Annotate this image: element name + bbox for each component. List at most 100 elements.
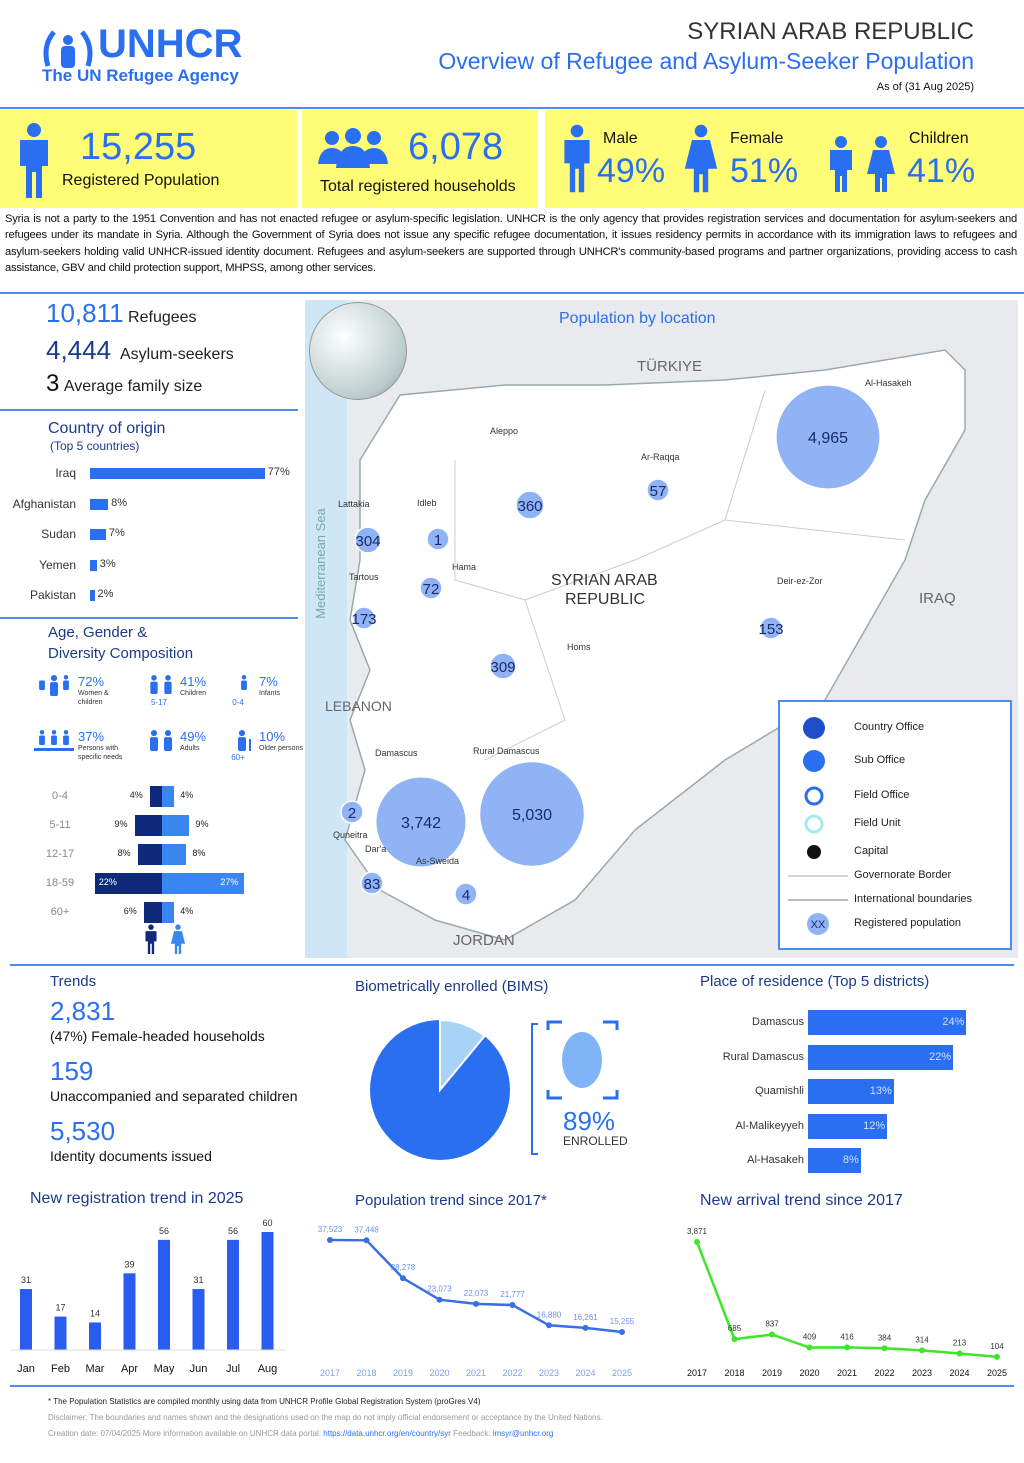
agd-stat-label: Adults [180, 745, 200, 752]
population-line [329, 1238, 623, 1334]
bar-value: 39 [124, 1259, 134, 1269]
agd-stat-value: 49% [180, 729, 207, 744]
male-label: Male [603, 130, 638, 147]
arrival-year-label: 2024 [949, 1368, 969, 1378]
agd-stat-label: Infants [259, 690, 281, 697]
feedback-label: Feedback: [453, 1429, 491, 1438]
bubble-value: 153 [758, 621, 783, 638]
arrival-point [694, 1239, 700, 1245]
district-label: Rural Damascus [722, 1050, 804, 1063]
month-label: Apr [121, 1363, 138, 1375]
district-label: Al-Hasakeh [747, 1154, 804, 1166]
origin-bar-label: 7% [108, 527, 125, 539]
registration-bar [54, 1316, 67, 1350]
month-label: Jan [17, 1363, 35, 1375]
bar-value: 14 [90, 1308, 100, 1318]
legend-label: Sub Office [854, 754, 906, 766]
female-bar [162, 786, 175, 807]
population-point [473, 1300, 479, 1307]
registration-bar [227, 1239, 239, 1350]
population-bubble[interactable] [426, 527, 450, 551]
map-canvas: 4,965 Al-Hasakeh 360 Aleppo 57 Ar-Raqqa 1 Idleb… [305, 300, 966, 958]
female-bar [162, 844, 187, 865]
month-label: Feb [51, 1363, 70, 1375]
data-portal-link[interactable]: https://data.unhcr.org/en/country/syr [323, 1429, 451, 1438]
bubble-value: 72 [423, 581, 440, 598]
district-pct: 24% [942, 1016, 965, 1028]
governorate-borders [454, 389, 906, 761]
agd-title-2: Diversity Composition [48, 645, 194, 662]
label-iraq: IRAQ [919, 590, 956, 607]
legend-label: International boundaries [854, 893, 973, 905]
location-label: Rural Damascus [473, 746, 540, 756]
origin-country-label: Yemen [39, 557, 76, 572]
older-person-icon [233, 729, 255, 751]
arrival-chart-title: New arrival trend since 2017 [700, 1192, 903, 1209]
footer-line: Creation date: 07/04/2025 More informati… [48, 1426, 603, 1442]
agd-title: Age, Gender & [48, 624, 148, 641]
children-label: Children [909, 130, 969, 147]
population-bubble[interactable] [515, 490, 545, 520]
legend-label: Capital [854, 845, 889, 857]
group-icon [318, 128, 388, 168]
male-pct: 9% [114, 819, 128, 829]
footer-note: * The Population Statistics are compiled… [48, 1397, 481, 1406]
population-bubble[interactable] [340, 800, 364, 824]
origin-country-label: Sudan [41, 527, 76, 541]
male-pct: 4% [129, 790, 143, 800]
legend-icon [800, 749, 864, 775]
bracket [531, 1023, 538, 1155]
feedback-email-link[interactable]: imsyr@unhcr.org [492, 1429, 554, 1438]
population-bubble[interactable] [419, 576, 443, 600]
origin-bar [90, 590, 95, 601]
population-bubble[interactable] [759, 616, 783, 640]
legend-label: Field Unit [854, 817, 901, 829]
location-label: Hama [452, 562, 476, 572]
label-sea: Mediterranean Sea [312, 508, 328, 619]
registered-label: Registered Population [62, 172, 220, 189]
population-bubble[interactable] [360, 871, 384, 895]
figure-family-size: 3 Average family size [46, 370, 234, 398]
bar-value: 31 [193, 1275, 203, 1285]
population-map[interactable]: 4,965 Al-Hasakeh 360 Aleppo 57 Ar-Raqqa 1 Idleb… [305, 300, 1018, 958]
location-label: Aleppo [490, 426, 518, 436]
male-value: 49% [597, 152, 666, 190]
female-pct: 27% [220, 877, 239, 887]
creation-date: Creation date: 07/04/2025 More informati… [48, 1429, 322, 1438]
intro-paragraph: Syria is not a party to the 1951 Convent… [5, 213, 1017, 275]
population-bubble[interactable] [354, 526, 382, 554]
registration-bar [192, 1289, 205, 1350]
bubble-value: 173 [351, 611, 376, 628]
label-syria-2: REPUBLIC [565, 591, 646, 608]
population-year-label: 2017 [320, 1368, 340, 1378]
population-bubble[interactable] [374, 775, 468, 869]
population-bubble[interactable] [646, 478, 670, 502]
registration-bar [123, 1273, 136, 1350]
bar-value: 60 [262, 1218, 272, 1228]
population-bubble[interactable] [352, 606, 376, 630]
arrival-point [806, 1344, 813, 1351]
bubbles-layer: 4,965 Al-Hasakeh 360 Aleppo 57 Ar-Raqqa 1 Idleb… [333, 378, 912, 906]
header-titles: SYRIAN ARAB REPUBLIC Overview of Refugee… [438, 18, 974, 93]
legend-icon [800, 812, 864, 838]
population-bubble[interactable] [478, 760, 586, 868]
origin-subtitle: (Top 5 countries) [50, 439, 140, 453]
agd-stat-value: 41% [180, 674, 207, 689]
female-pct: 9% [195, 819, 209, 829]
trend-value: 159 [50, 1056, 94, 1086]
population-bubble[interactable] [489, 652, 517, 680]
adults-icon [146, 729, 176, 751]
figure-value: 10,811 [46, 298, 124, 328]
agd-stat-value: 72% [78, 674, 105, 689]
population-value-label: 16,880 [537, 1310, 562, 1319]
population-bubble[interactable] [454, 882, 478, 906]
origin-country-label: Pakistan [29, 588, 76, 602]
population-point [400, 1275, 406, 1282]
arrival-value-label: 104 [990, 1342, 1004, 1351]
gender-kpi: Male 49% Female 51% Children 41% [545, 110, 1024, 208]
population-bubble[interactable] [775, 384, 881, 490]
agd-stat-label: Women & children [78, 690, 109, 706]
label-lebanon: LEBANON [325, 698, 392, 714]
bubble-value: 4 [462, 887, 470, 904]
location-label: Lattakia [338, 499, 370, 509]
